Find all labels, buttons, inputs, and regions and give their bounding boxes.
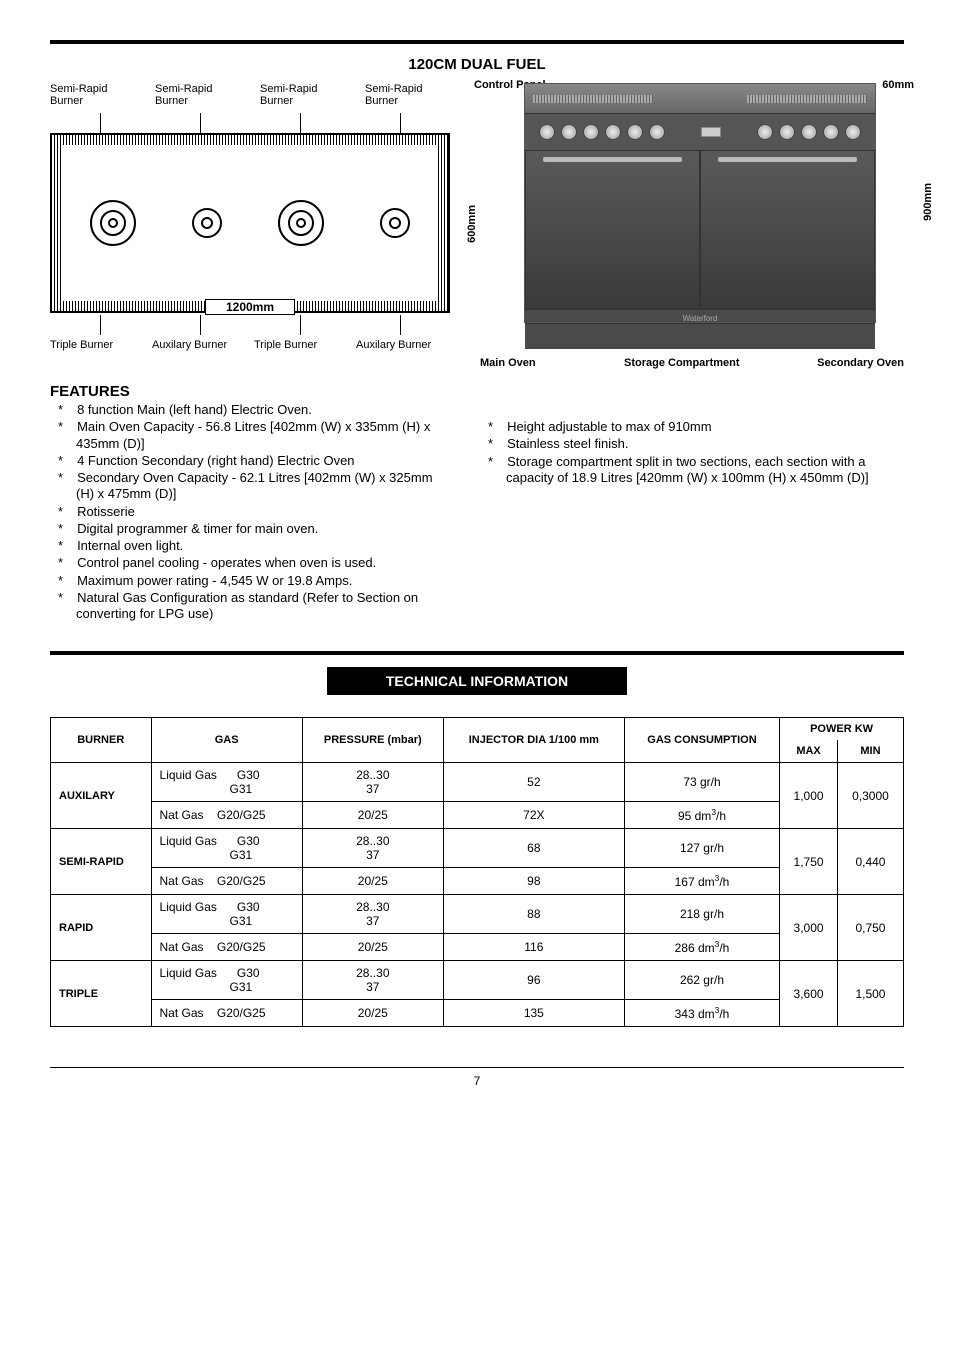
section-divider: [50, 651, 904, 655]
table-cell: 0,440: [837, 829, 903, 895]
table-cell: 28..3037: [302, 829, 443, 868]
features-list-right: Height adjustable to max of 910mm Stainl…: [480, 419, 904, 486]
th-gas: GAS: [151, 718, 302, 763]
th-min: MIN: [837, 740, 903, 763]
storage-label: Storage Compartment: [624, 357, 760, 369]
table-cell: 20/25: [302, 802, 443, 829]
th-injector: INJECTOR DIA 1/100 mm: [443, 718, 624, 763]
feature-item: Height adjustable to max of 910mm: [480, 419, 904, 435]
page-number: 7: [50, 1067, 904, 1088]
table-cell-burner: RAPID: [51, 895, 152, 961]
feature-item: Maximum power rating - 4,545 W or 19.8 A…: [50, 573, 450, 589]
hob-label-1: Semi-Rapid Burner: [155, 83, 240, 107]
table-cell: 72X: [443, 802, 624, 829]
hob-label-2: Semi-Rapid Burner: [260, 83, 345, 107]
feature-item: 4 Function Secondary (right hand) Electr…: [50, 453, 450, 469]
table-cell: 127 gr/h: [624, 829, 779, 868]
table-cell: 0,750: [837, 895, 903, 961]
th-burner: BURNER: [51, 718, 152, 763]
secondary-oven-label: Secondary Oven: [768, 357, 904, 369]
feature-item: Natural Gas Configuration as standard (R…: [50, 590, 450, 623]
table-cell: 218 gr/h: [624, 895, 779, 934]
table-cell: 20/25: [302, 1000, 443, 1027]
table-cell: 343 dm3/h: [624, 1000, 779, 1027]
table-cell: 0,3000: [837, 763, 903, 829]
table-cell: 1,750: [780, 829, 838, 895]
feature-item: Stainless steel finish.: [480, 436, 904, 452]
table-cell-burner: TRIPLE: [51, 961, 152, 1027]
table-cell: Liquid Gas G30 G31: [151, 763, 302, 802]
table-cell: Nat Gas G20/G25: [151, 868, 302, 895]
table-cell: 28..3037: [302, 763, 443, 802]
th-power: POWER KW: [780, 718, 904, 741]
table-cell: 28..3037: [302, 895, 443, 934]
table-cell: 98: [443, 868, 624, 895]
th-pressure: PRESSURE (mbar): [302, 718, 443, 763]
hob-bottom-label-2: Triple Burner: [254, 339, 348, 351]
table-cell: 73 gr/h: [624, 763, 779, 802]
hob-label-3: Semi-Rapid Burner: [365, 83, 450, 107]
th-consumption: GAS CONSUMPTION: [624, 718, 779, 763]
front-diagram: Control Panel 60mm Waterford 900mm 1200m…: [480, 83, 904, 369]
feature-item: 8 function Main (left hand) Electric Ove…: [50, 402, 450, 418]
table-cell: 1,000: [780, 763, 838, 829]
table-cell: Nat Gas G20/G25: [151, 802, 302, 829]
table-cell: 3,600: [780, 961, 838, 1027]
table-cell: 167 dm3/h: [624, 868, 779, 895]
table-cell: 28..3037: [302, 961, 443, 1000]
feature-item: Internal oven light.: [50, 538, 450, 554]
table-cell: 262 gr/h: [624, 961, 779, 1000]
table-cell: 116: [443, 934, 624, 961]
feature-item: Rotisserie: [50, 504, 450, 520]
feature-item: Control panel cooling - operates when ov…: [50, 555, 450, 571]
table-cell: Nat Gas G20/G25: [151, 934, 302, 961]
features-list-left: 8 function Main (left hand) Electric Ove…: [50, 402, 450, 622]
table-cell: Nat Gas G20/G25: [151, 1000, 302, 1027]
hob-label-0: Semi-Rapid Burner: [50, 83, 135, 107]
feature-item: Main Oven Capacity - 56.8 Litres [402mm …: [50, 419, 450, 452]
front-height-label: 900mm: [922, 183, 934, 221]
top-divider: [50, 40, 904, 44]
feature-item: Storage compartment split in two section…: [480, 454, 904, 487]
table-cell: 20/25: [302, 868, 443, 895]
features-heading: FEATURES: [50, 383, 450, 400]
brand-label: Waterford: [525, 310, 875, 323]
feature-item: Digital programmer & timer for main oven…: [50, 521, 450, 537]
table-cell: 68: [443, 829, 624, 868]
technical-table: BURNER GAS PRESSURE (mbar) INJECTOR DIA …: [50, 717, 904, 1027]
table-cell-burner: SEMI-RAPID: [51, 829, 152, 895]
feature-item: Secondary Oven Capacity - 62.1 Litres [4…: [50, 470, 450, 503]
table-cell: Liquid Gas G30 G31: [151, 895, 302, 934]
hob-width-label: 1200mm: [205, 299, 295, 315]
hob-bottom-label-3: Auxilary Burner: [356, 339, 450, 351]
th-max: MAX: [780, 740, 838, 763]
table-cell: 286 dm3/h: [624, 934, 779, 961]
main-oven-label: Main Oven: [480, 357, 616, 369]
table-cell: Liquid Gas G30 G31: [151, 829, 302, 868]
hob-diagram: Semi-Rapid Burner Semi-Rapid Burner Semi…: [50, 83, 450, 373]
table-cell: 95 dm3/h: [624, 802, 779, 829]
top-offset-label: 60mm: [882, 79, 914, 91]
hob-bottom-label-1: Auxilary Burner: [152, 339, 246, 351]
table-cell: 52: [443, 763, 624, 802]
table-cell: Liquid Gas G30 G31: [151, 961, 302, 1000]
table-cell: 88: [443, 895, 624, 934]
table-cell: 3,000: [780, 895, 838, 961]
tech-info-heading: TECHNICAL INFORMATION: [327, 667, 627, 695]
hob-bottom-label-0: Triple Burner: [50, 339, 144, 351]
table-cell-burner: AUXILARY: [51, 763, 152, 829]
table-cell: 20/25: [302, 934, 443, 961]
table-cell: 1,500: [837, 961, 903, 1027]
table-cell: 96: [443, 961, 624, 1000]
hob-depth-label: 600mm: [466, 205, 478, 243]
table-cell: 135: [443, 1000, 624, 1027]
